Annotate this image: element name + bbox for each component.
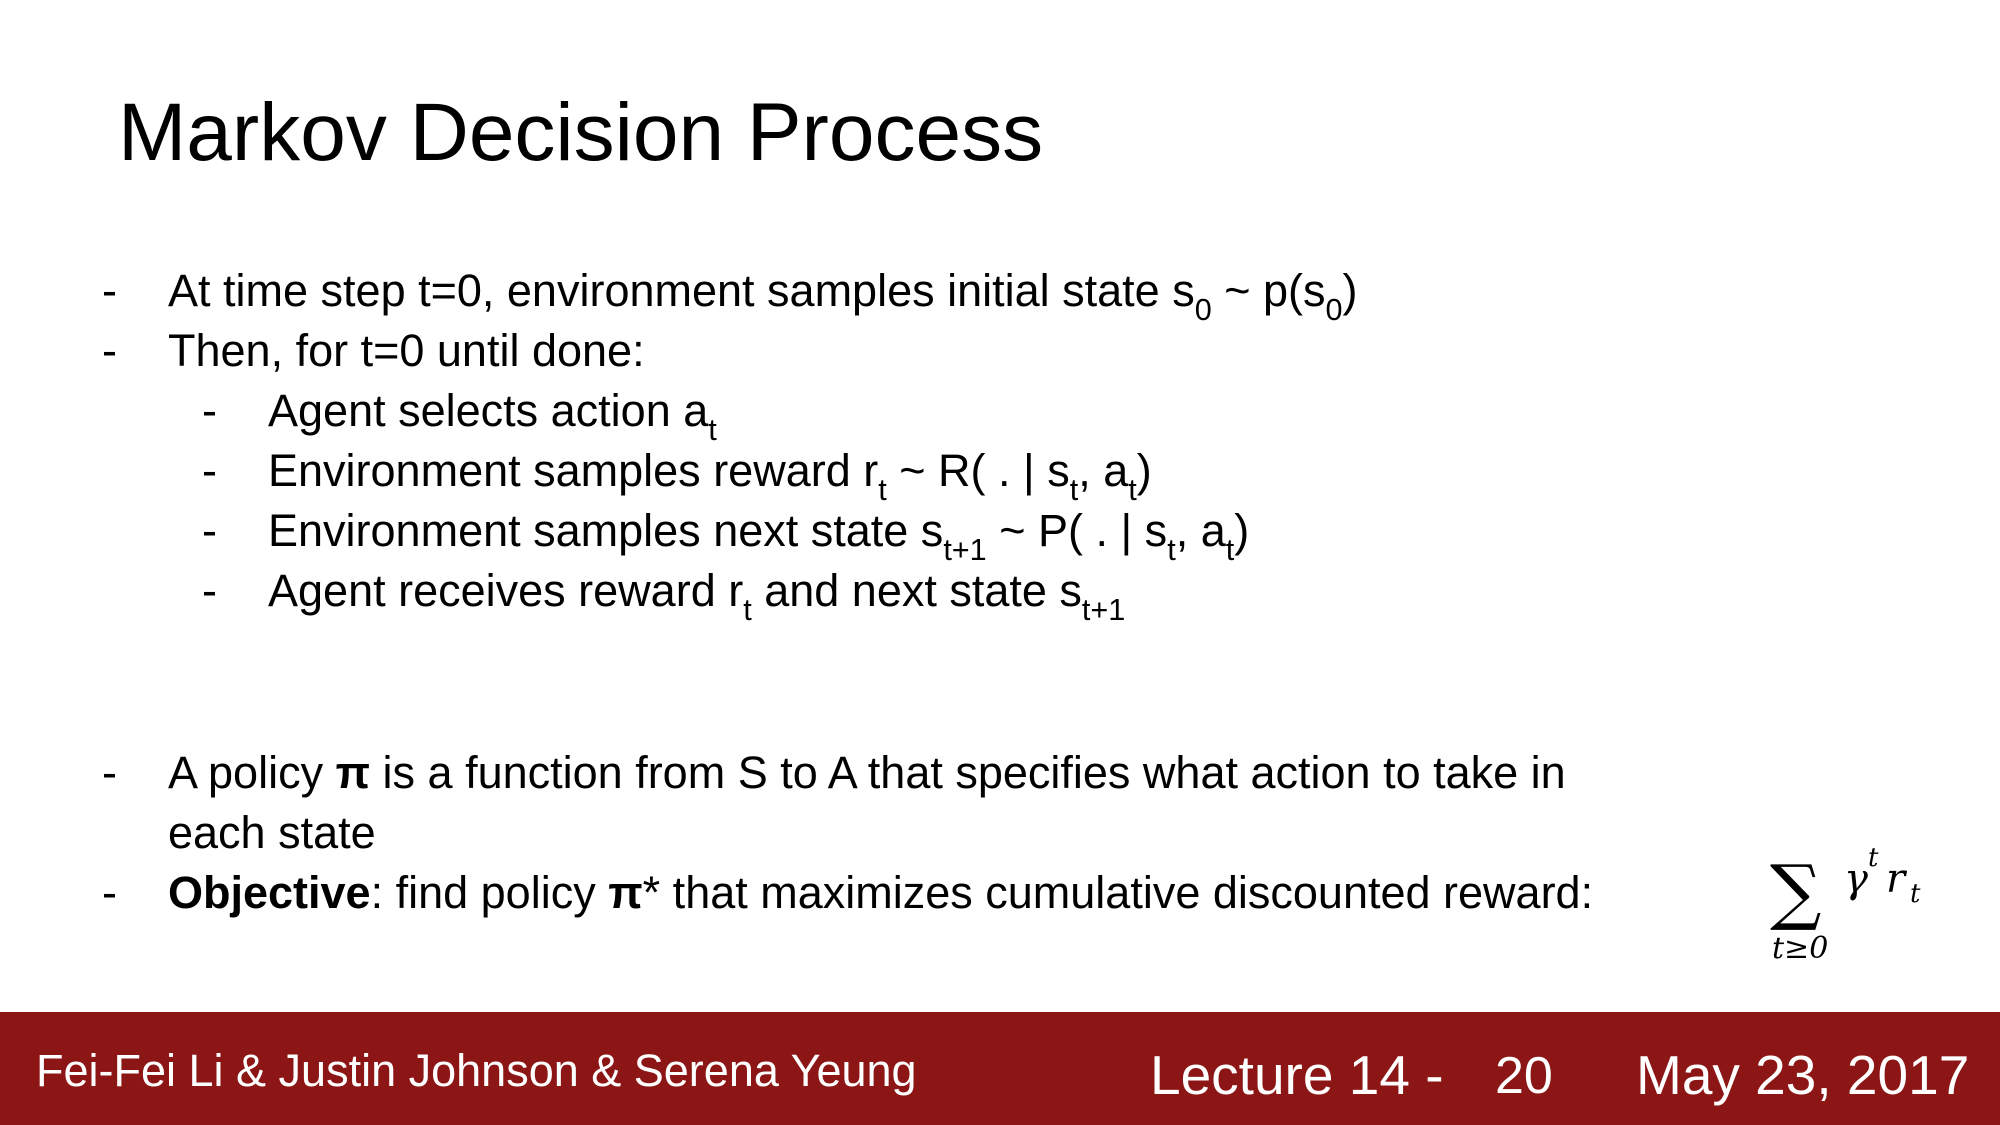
footer-lecture: Lecture 14 -	[1150, 1044, 1444, 1106]
reward-subscript: t	[1910, 879, 1921, 909]
bullet-policy: A policy π is a function from S to A tha…	[168, 747, 1566, 798]
sub-bullet-dash: -	[202, 445, 217, 496]
bullet-dash: -	[102, 265, 117, 316]
bullet-dash: -	[102, 867, 117, 918]
footer-authors: Fei-Fei Li & Justin Johnson & Serena Yeu…	[36, 1045, 917, 1096]
gamma-symbol: γ	[1844, 856, 1868, 902]
discounted-reward-formula: ∑ γ t r t t≥0	[1770, 843, 1921, 966]
gamma-exponent: t	[1868, 843, 1879, 873]
sigma-symbol: ∑	[1770, 849, 1821, 933]
sub-bullet-dash: -	[202, 565, 217, 616]
sub-bullet-agent-receives: Agent receives reward rt and next state …	[268, 565, 1126, 627]
sum-lower-bound: t≥0	[1772, 931, 1828, 966]
bullet-dash: -	[102, 325, 117, 376]
bullet-policy-cont: each state	[168, 807, 376, 858]
sub-bullet-dash: -	[202, 385, 217, 436]
footer-bar: Fei-Fei Li & Justin Johnson & Serena Yeu…	[0, 1012, 2000, 1125]
footer-date: May 23, 2017	[1636, 1044, 1970, 1106]
bullet-initial-state: At time step t=0, environment samples in…	[168, 265, 1358, 327]
bullet-objective: Objective: find policy π* that maximizes…	[168, 867, 1594, 918]
sub-bullet-next-state: Environment samples next state st+1 ~ P(…	[268, 505, 1250, 567]
sub-bullet-dash: -	[202, 505, 217, 556]
footer-page-number: 20	[1495, 1047, 1553, 1105]
reward-symbol: r	[1886, 856, 1908, 902]
bullet-dash: -	[102, 747, 117, 798]
sub-bullet-reward: Environment samples reward rt ~ R( . | s…	[268, 445, 1152, 507]
slide-title: Markov Decision Process	[118, 87, 1044, 178]
bullet-loop: Then, for t=0 until done:	[168, 325, 645, 376]
sub-bullet-agent-action: Agent selects action at	[268, 385, 717, 447]
